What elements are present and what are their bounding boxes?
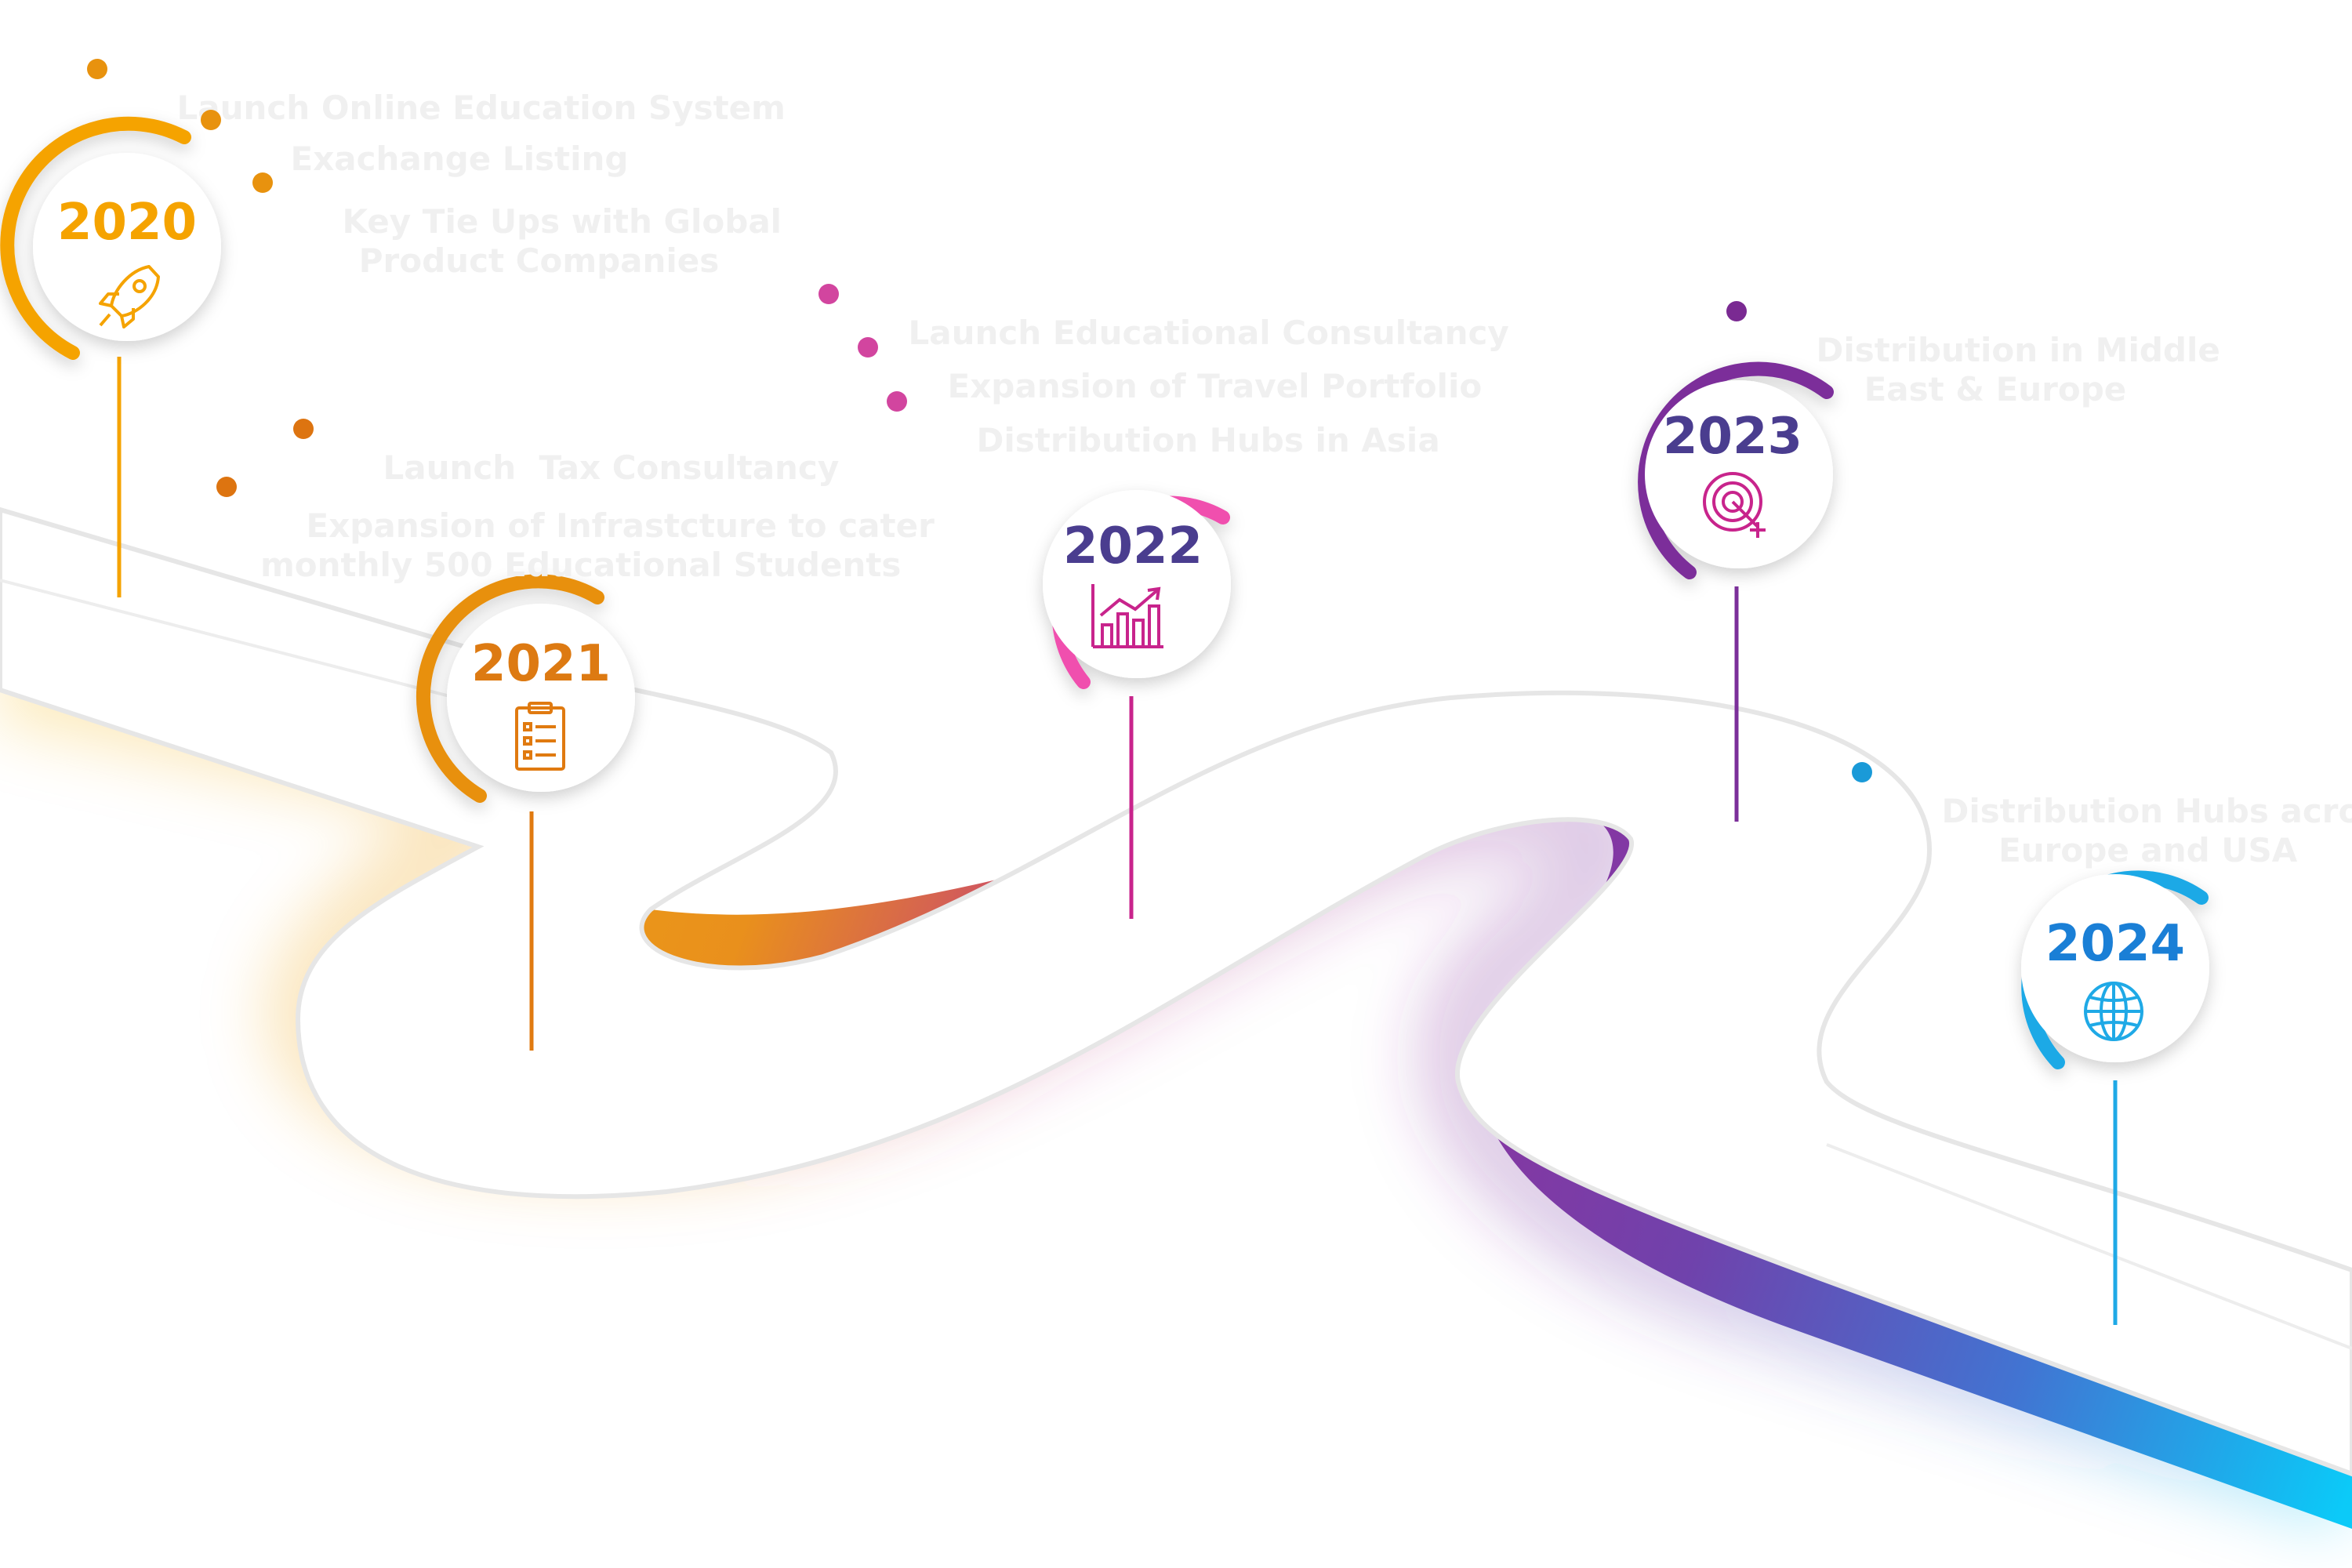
year-2020: 2020 — [57, 194, 197, 252]
pin-2020 — [0, 116, 221, 360]
bullet-dot — [1726, 301, 1747, 321]
pin-2021 — [416, 574, 635, 803]
bullet-dot — [216, 477, 237, 497]
bullet-dot — [818, 284, 839, 304]
note-2022-3: Distribution Hubs in Asia — [887, 382, 1440, 499]
year-2021: 2021 — [471, 635, 611, 693]
bullet-dot — [87, 59, 107, 79]
note-2020-2: Exachange Listing — [201, 100, 628, 218]
rocket-icon — [99, 265, 160, 328]
note-2021-1: Launch Tax Consultancy — [293, 409, 839, 527]
target-icon — [1703, 472, 1766, 538]
bullet-dot — [887, 391, 907, 412]
note-2022-1: Launch Educational Consultancy — [818, 274, 1509, 392]
note-2022-2: Expansion of Travel Portfolio — [858, 328, 1482, 445]
growth-chart-icon — [1091, 584, 1163, 648]
note-2023-1: Distribution in Middle East & Europe — [1726, 292, 2220, 448]
pin-2022 — [1043, 490, 1231, 689]
year-2022: 2022 — [1063, 517, 1203, 575]
clipboard-checklist-icon — [515, 702, 565, 771]
bullet-dot — [252, 172, 273, 193]
pin-2024 — [2021, 870, 2209, 1069]
globe-icon — [2084, 982, 2143, 1041]
bullet-dot — [1852, 762, 1872, 782]
bullet-dot — [858, 337, 878, 358]
year-2024: 2024 — [2045, 915, 2185, 973]
bullet-dot — [293, 419, 314, 439]
note-2020-1: Launch Online Education System — [87, 49, 786, 167]
note-2020-3: Key Tie Ups with Global Product Companie… — [252, 163, 782, 320]
note-2024-1: Distribution Hubs across Europe and USA — [1852, 753, 2352, 909]
bullet-dot — [201, 110, 221, 130]
note-2021-2: Expansion of Infrastcture to cater month… — [216, 467, 935, 624]
year-2023: 2023 — [1663, 408, 1802, 466]
